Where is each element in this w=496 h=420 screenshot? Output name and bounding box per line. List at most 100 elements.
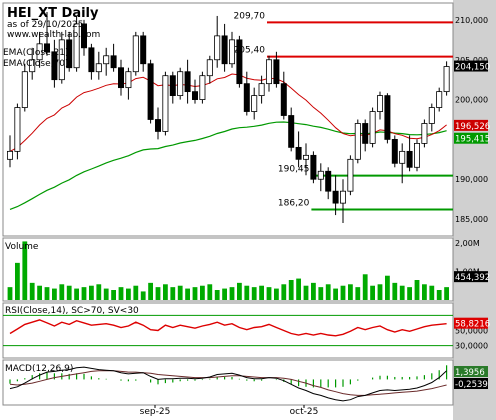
volume-bar <box>44 287 50 300</box>
candle-body <box>214 35 221 61</box>
volume-bar <box>140 291 146 300</box>
candle-body <box>88 47 95 73</box>
volume-bar <box>163 284 168 300</box>
axis-layer: 185,000190,000195,000200,000205,000210,0… <box>154 16 490 408</box>
candle-body <box>14 107 21 152</box>
candle-body <box>428 107 435 124</box>
volume-bar <box>7 287 13 300</box>
volume-bar <box>185 288 190 300</box>
ema70-value-label-box <box>454 132 488 144</box>
candle-body <box>169 75 176 97</box>
volume-bar <box>303 285 309 300</box>
candle-body <box>221 35 228 65</box>
volume-bar <box>370 285 375 300</box>
macd-hist-label: -0,2539 <box>455 380 488 390</box>
candle-body <box>325 170 332 192</box>
volume-bar <box>407 287 412 300</box>
candle-body <box>81 23 88 49</box>
volume-bar <box>340 285 346 300</box>
volume-bar <box>318 287 324 300</box>
candle-body <box>413 142 420 168</box>
ema21-value-label-box <box>454 119 488 131</box>
volume-bar <box>133 285 139 300</box>
volume-bar <box>207 284 213 300</box>
candle-body <box>347 158 354 192</box>
candle-body <box>288 115 295 148</box>
legend-ema70: EMA(Close,70) <box>3 59 68 69</box>
macd-layer <box>9 365 448 402</box>
price-axis-tick: 210,000 <box>455 16 488 25</box>
candle-body <box>58 39 65 81</box>
volume-title: Volume <box>5 242 39 252</box>
volume-bar <box>266 287 272 300</box>
candle-body <box>154 119 161 132</box>
candle-body <box>44 43 51 53</box>
chart-date: as of 29/10/2025 <box>7 20 83 30</box>
level-layer: 209,70 205,40 190,45 186,20 <box>234 11 453 211</box>
last-price-label: 204,150 <box>455 63 490 73</box>
volume-bar <box>429 285 435 300</box>
volume-bar <box>311 282 316 300</box>
candle-body <box>162 75 169 132</box>
volume-bar <box>288 280 294 300</box>
rsi-pane <box>2 302 454 359</box>
volume-bar <box>296 278 301 300</box>
rsi-axis-tick: 30,0000 <box>455 342 488 351</box>
candle-body <box>147 63 154 120</box>
candle-body <box>391 139 398 164</box>
volume-bar <box>377 284 383 300</box>
volume-bar <box>15 262 20 300</box>
macd-hist-box <box>454 378 488 389</box>
candle-body <box>384 95 391 140</box>
volume-bar <box>96 284 102 300</box>
candle-layer <box>7 11 450 224</box>
candle-body <box>295 146 302 160</box>
candle-body <box>258 83 265 97</box>
volume-bar <box>37 285 42 300</box>
volume-bar <box>274 288 279 300</box>
candle-body <box>110 55 117 69</box>
ema21-value-label: 196,526 <box>455 122 490 132</box>
volume-bar <box>385 275 390 300</box>
volume-bar <box>155 287 161 300</box>
macd-value-box <box>454 366 488 377</box>
volume-bar <box>244 285 250 300</box>
macd-title: MACD(12,26,9) <box>5 364 73 374</box>
candle-body <box>199 75 206 100</box>
candle-body <box>243 83 250 112</box>
candle-body <box>302 154 309 160</box>
candle-body <box>73 23 80 69</box>
chart-title: HEI_XT Daily <box>7 6 99 21</box>
volume-bar <box>414 280 420 300</box>
candle-body <box>265 59 272 85</box>
rsi-value-label-box <box>454 317 488 329</box>
candle-body <box>273 59 280 85</box>
rsi-title: RSI(Close,14), SC>70, SV<30 <box>5 306 139 316</box>
level-label: 209,70 <box>234 11 266 21</box>
volume-bar <box>333 288 338 300</box>
candle-body <box>103 55 110 65</box>
candle-body <box>310 154 317 180</box>
volume-bar <box>237 282 242 300</box>
candle-body <box>29 59 36 73</box>
candle-body <box>21 71 28 108</box>
volume-bar <box>392 282 398 300</box>
candle-body <box>421 123 428 144</box>
candle-body <box>228 39 235 65</box>
candle-body <box>280 83 287 116</box>
candle-body <box>66 39 73 69</box>
rsi-line <box>9 319 447 337</box>
candle-body <box>95 63 102 73</box>
volume-bar <box>200 285 205 300</box>
volume-bar <box>22 241 28 300</box>
volume-bar <box>436 290 442 300</box>
candle-body <box>317 170 324 180</box>
volume-bar <box>177 285 183 300</box>
candle-body <box>51 51 58 81</box>
candle-body <box>184 71 191 93</box>
candle-body <box>332 190 339 204</box>
volume-bar <box>29 282 35 300</box>
price-axis-tick: 190,000 <box>455 175 488 184</box>
